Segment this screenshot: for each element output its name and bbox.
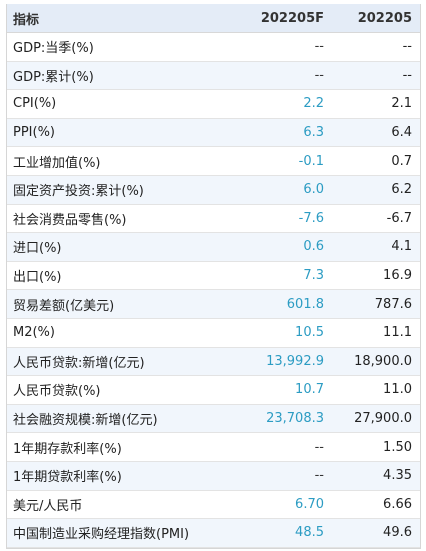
row-forecast: 7.3 [303, 268, 324, 284]
table-row[interactable]: 社会消费品零售(%) -7.6 -6.7 [7, 205, 420, 234]
row-name: 贸易差额(亿美元) [13, 298, 115, 314]
row-forecast: -- [314, 439, 324, 455]
row-forecast: 6.70 [295, 496, 324, 512]
row-name: 社会融资规模:新增(亿元) [13, 413, 158, 429]
table-row[interactable]: CPI(%) 2.2 2.1 [7, 90, 420, 119]
header-indicator[interactable]: 指标 [13, 12, 40, 28]
table-row[interactable]: 人民币贷款:新增(亿元) 13,992.9 18,900.0 [7, 347, 420, 377]
row-name: 1年期贷款利率(%) [13, 470, 122, 486]
macro-data-table: 指标 202205F 202205 GDP:当季(%) -- -- GDP:累计… [6, 4, 421, 549]
row-forecast: -- [314, 39, 324, 55]
row-name: 美元/人民币 [13, 498, 83, 514]
row-actual: 27,900.0 [354, 411, 412, 427]
table-row[interactable]: 1年期存款利率(%) -- 1.50 [7, 433, 420, 462]
row-name: GDP:累计(%) [13, 69, 94, 85]
row-name: 固定资产投资:累计(%) [13, 184, 144, 200]
row-forecast: 601.8 [286, 296, 324, 312]
table-row[interactable]: 固定资产投资:累计(%) 6.0 6.2 [7, 175, 420, 205]
row-actual: 1.50 [383, 439, 412, 455]
table-row[interactable]: 1年期贷款利率(%) -- 4.35 [7, 461, 420, 491]
row-name: 1年期存款利率(%) [13, 441, 122, 457]
row-actual: 2.1 [391, 96, 412, 112]
table-row[interactable]: 中国制造业采购经理指数(PMI) 48.5 49.6 [7, 519, 420, 548]
row-actual: 18,900.0 [354, 353, 412, 369]
row-actual: 49.6 [383, 525, 412, 541]
row-forecast: 48.5 [295, 525, 324, 541]
row-actual: 6.4 [391, 125, 412, 141]
table-row[interactable]: 贸易差额(亿美元) 601.8 787.6 [7, 290, 420, 319]
row-forecast: 6.0 [303, 182, 324, 198]
table-row[interactable]: PPI(%) 6.3 6.4 [7, 118, 420, 148]
row-forecast: 0.6 [303, 239, 324, 255]
table-row[interactable]: GDP:累计(%) -- -- [7, 61, 420, 91]
row-actual: 11.1 [383, 325, 412, 341]
row-actual: 0.7 [391, 153, 412, 169]
row-forecast: -- [314, 468, 324, 484]
row-actual: -6.7 [386, 210, 412, 226]
row-actual: 6.66 [383, 496, 412, 512]
row-forecast: -7.6 [298, 210, 324, 226]
row-name: PPI(%) [13, 125, 56, 141]
row-actual: 4.35 [383, 468, 412, 484]
row-actual: 16.9 [383, 268, 412, 284]
table-row[interactable]: 进口(%) 0.6 4.1 [7, 233, 420, 262]
row-actual: 4.1 [391, 239, 412, 255]
row-name: GDP:当季(%) [13, 41, 94, 57]
row-actual: 787.6 [374, 296, 412, 312]
row-name: 社会消费品零售(%) [13, 212, 127, 228]
row-forecast: 23,708.3 [266, 411, 324, 427]
table-row[interactable]: M2(%) 10.5 11.1 [7, 319, 420, 348]
table-row[interactable]: 社会融资规模:新增(亿元) 23,708.3 27,900.0 [7, 404, 420, 434]
row-forecast: 6.3 [303, 125, 324, 141]
row-forecast: -0.1 [298, 153, 324, 169]
row-name: CPI(%) [13, 96, 57, 112]
row-actual: 6.2 [391, 182, 412, 198]
row-name: 人民币贷款(%) [13, 384, 101, 400]
row-actual: -- [402, 39, 412, 55]
row-name: 中国制造业采购经理指数(PMI) [13, 527, 190, 543]
table-row[interactable]: 工业增加值(%) -0.1 0.7 [7, 147, 420, 176]
table-row[interactable]: 出口(%) 7.3 16.9 [7, 262, 420, 291]
header-forecast[interactable]: 202205F [260, 10, 324, 26]
row-forecast: -- [314, 67, 324, 83]
table-row[interactable]: 人民币贷款(%) 10.7 11.0 [7, 376, 420, 405]
header-actual[interactable]: 202205 [357, 10, 412, 26]
row-actual: 11.0 [383, 382, 412, 398]
row-name: 工业增加值(%) [13, 155, 101, 171]
row-forecast: 13,992.9 [266, 353, 324, 369]
row-forecast: 10.5 [295, 325, 324, 341]
row-name: M2(%) [13, 325, 55, 341]
table-row[interactable]: GDP:当季(%) -- -- [7, 33, 420, 62]
row-name: 出口(%) [13, 270, 62, 286]
row-actual: -- [402, 67, 412, 83]
table-row[interactable]: 美元/人民币 6.70 6.66 [7, 491, 420, 520]
row-name: 人民币贷款:新增(亿元) [13, 355, 145, 371]
table-header: 指标 202205F 202205 [7, 4, 420, 33]
row-name: 进口(%) [13, 241, 62, 257]
row-forecast: 10.7 [295, 382, 324, 398]
row-forecast: 2.2 [303, 96, 324, 112]
